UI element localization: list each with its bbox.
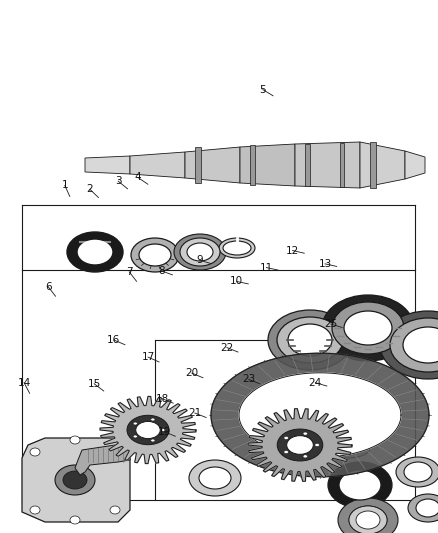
Polygon shape bbox=[248, 409, 352, 481]
Ellipse shape bbox=[416, 499, 438, 517]
Ellipse shape bbox=[408, 494, 438, 522]
Text: 3: 3 bbox=[115, 176, 122, 186]
Text: 13: 13 bbox=[318, 259, 332, 269]
Polygon shape bbox=[239, 373, 401, 457]
Ellipse shape bbox=[328, 462, 392, 508]
Text: 17: 17 bbox=[141, 352, 155, 362]
Ellipse shape bbox=[110, 506, 120, 514]
Ellipse shape bbox=[219, 238, 255, 258]
Ellipse shape bbox=[403, 327, 438, 363]
Ellipse shape bbox=[174, 234, 226, 270]
Ellipse shape bbox=[139, 244, 171, 266]
Polygon shape bbox=[195, 147, 201, 183]
Ellipse shape bbox=[223, 241, 251, 255]
Ellipse shape bbox=[127, 415, 169, 445]
Text: 22: 22 bbox=[220, 343, 233, 352]
Ellipse shape bbox=[334, 442, 362, 454]
Text: 11: 11 bbox=[260, 263, 273, 272]
Ellipse shape bbox=[356, 511, 380, 529]
Polygon shape bbox=[360, 142, 405, 188]
Text: 16: 16 bbox=[107, 335, 120, 345]
Text: 1: 1 bbox=[61, 181, 68, 190]
Ellipse shape bbox=[70, 436, 80, 444]
Ellipse shape bbox=[284, 450, 289, 454]
Ellipse shape bbox=[136, 422, 160, 439]
Ellipse shape bbox=[55, 465, 95, 495]
Text: 10: 10 bbox=[230, 277, 243, 286]
Ellipse shape bbox=[303, 455, 307, 458]
Ellipse shape bbox=[344, 311, 392, 345]
Ellipse shape bbox=[70, 516, 80, 524]
Text: 5: 5 bbox=[259, 85, 266, 94]
Ellipse shape bbox=[151, 439, 155, 442]
Ellipse shape bbox=[315, 443, 319, 447]
Ellipse shape bbox=[63, 471, 87, 489]
Polygon shape bbox=[370, 142, 376, 188]
Text: 8: 8 bbox=[158, 266, 165, 276]
Text: 24: 24 bbox=[309, 378, 322, 387]
Ellipse shape bbox=[322, 295, 414, 361]
Ellipse shape bbox=[349, 506, 387, 533]
Ellipse shape bbox=[67, 232, 123, 272]
Text: 4: 4 bbox=[134, 173, 141, 182]
Ellipse shape bbox=[404, 462, 432, 482]
Ellipse shape bbox=[133, 435, 138, 438]
Ellipse shape bbox=[189, 460, 241, 496]
Polygon shape bbox=[250, 145, 255, 185]
Ellipse shape bbox=[339, 470, 381, 500]
Ellipse shape bbox=[349, 506, 387, 533]
Text: 23: 23 bbox=[242, 375, 255, 384]
Text: 14: 14 bbox=[18, 378, 31, 387]
Ellipse shape bbox=[277, 429, 323, 461]
Text: 19: 19 bbox=[158, 427, 171, 437]
Ellipse shape bbox=[268, 310, 352, 370]
Polygon shape bbox=[305, 143, 310, 187]
Ellipse shape bbox=[131, 238, 179, 272]
Ellipse shape bbox=[162, 429, 166, 432]
Text: 25: 25 bbox=[324, 319, 337, 329]
Ellipse shape bbox=[187, 243, 213, 261]
Polygon shape bbox=[100, 397, 196, 464]
Polygon shape bbox=[295, 142, 360, 188]
Polygon shape bbox=[130, 152, 185, 178]
Polygon shape bbox=[75, 445, 130, 475]
Polygon shape bbox=[405, 151, 425, 179]
Ellipse shape bbox=[180, 238, 220, 266]
Polygon shape bbox=[240, 144, 295, 186]
Ellipse shape bbox=[326, 438, 370, 458]
Polygon shape bbox=[211, 353, 429, 477]
Ellipse shape bbox=[277, 317, 343, 363]
Text: 7: 7 bbox=[126, 267, 133, 277]
Ellipse shape bbox=[77, 239, 113, 265]
Ellipse shape bbox=[30, 448, 40, 456]
Ellipse shape bbox=[332, 302, 404, 354]
Ellipse shape bbox=[338, 498, 398, 533]
Ellipse shape bbox=[390, 318, 438, 372]
Ellipse shape bbox=[151, 418, 155, 421]
Text: 18: 18 bbox=[155, 394, 169, 403]
Text: 15: 15 bbox=[88, 379, 101, 389]
Text: 21: 21 bbox=[188, 408, 201, 418]
Ellipse shape bbox=[284, 437, 289, 440]
Ellipse shape bbox=[199, 467, 231, 489]
Text: 6: 6 bbox=[45, 282, 52, 292]
Ellipse shape bbox=[396, 457, 438, 487]
Polygon shape bbox=[22, 438, 130, 522]
Text: 2: 2 bbox=[86, 184, 93, 194]
Polygon shape bbox=[185, 147, 240, 183]
Ellipse shape bbox=[380, 311, 438, 379]
Text: 9: 9 bbox=[196, 255, 203, 265]
Ellipse shape bbox=[30, 506, 40, 514]
Text: 12: 12 bbox=[286, 246, 299, 255]
Ellipse shape bbox=[303, 432, 307, 435]
Ellipse shape bbox=[287, 435, 313, 454]
Ellipse shape bbox=[133, 422, 138, 425]
Ellipse shape bbox=[288, 324, 332, 356]
Polygon shape bbox=[340, 142, 344, 188]
Text: 20: 20 bbox=[185, 368, 198, 378]
Polygon shape bbox=[85, 156, 130, 174]
Ellipse shape bbox=[110, 448, 120, 456]
